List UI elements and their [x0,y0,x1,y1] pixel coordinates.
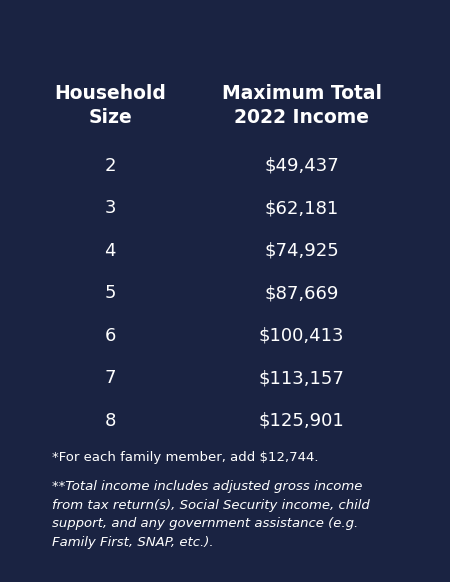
Text: $49,437: $49,437 [264,157,339,175]
Text: 7: 7 [104,370,116,387]
Text: $100,413: $100,413 [259,327,344,345]
Text: $87,669: $87,669 [264,285,339,302]
Text: Household
Size: Household Size [54,84,166,127]
Text: 6: 6 [104,327,116,345]
Text: Maximum Total
2022 Income: Maximum Total 2022 Income [221,84,382,127]
Text: 2: 2 [104,157,116,175]
Text: $125,901: $125,901 [259,412,344,430]
Text: **Total income includes adjusted gross income
from tax return(s), Social Securit: **Total income includes adjusted gross i… [52,480,369,549]
Text: $62,181: $62,181 [265,200,338,217]
Text: 3: 3 [104,200,116,217]
Text: 5: 5 [104,285,116,302]
Text: 4: 4 [104,242,116,260]
Text: *For each family member, add $12,744.: *For each family member, add $12,744. [52,451,318,464]
Text: 8: 8 [104,412,116,430]
Text: $74,925: $74,925 [264,242,339,260]
Text: $113,157: $113,157 [259,370,344,387]
